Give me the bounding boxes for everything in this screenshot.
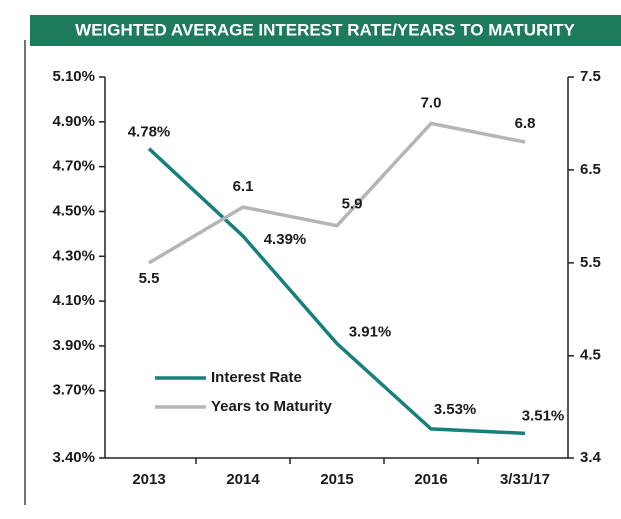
x-tick-label: 2016 bbox=[414, 471, 447, 488]
y2-tick-label: 7.5 bbox=[580, 68, 601, 85]
y-tick-label: 4.70% bbox=[52, 158, 95, 175]
x-tick-label: 3/31/17 bbox=[500, 471, 550, 488]
y-tick-label: 3.90% bbox=[52, 337, 95, 354]
y-tick-label: 4.10% bbox=[52, 292, 95, 309]
data-label: 3.51% bbox=[522, 407, 565, 424]
data-label: 5.5 bbox=[139, 270, 160, 287]
x-tick-label: 2014 bbox=[226, 471, 260, 488]
data-label: 4.78% bbox=[128, 124, 171, 141]
y-tick-label: 4.30% bbox=[52, 247, 95, 264]
data-label: 7.0 bbox=[421, 94, 442, 111]
y-tick-label: 4.50% bbox=[52, 202, 95, 219]
y2-tick-label: 3.4 bbox=[580, 449, 602, 466]
series-line bbox=[147, 147, 526, 436]
y2-tick-label: 5.5 bbox=[580, 254, 601, 271]
legend-label: Interest Rate bbox=[211, 369, 302, 386]
data-label: 6.1 bbox=[233, 178, 254, 195]
series-line bbox=[148, 121, 526, 265]
data-label: 4.39% bbox=[264, 231, 307, 248]
title-banner bbox=[30, 15, 621, 46]
y-tick-label: 4.90% bbox=[52, 113, 95, 130]
legend-label: Years to Maturity bbox=[211, 398, 333, 415]
y-tick-label: 5.10% bbox=[52, 68, 95, 85]
y-tick-label: 3.70% bbox=[52, 382, 95, 399]
x-tick-label: 2015 bbox=[320, 471, 353, 488]
y-tick-label: 3.40% bbox=[52, 449, 95, 466]
y2-tick-label: 4.5 bbox=[580, 347, 601, 364]
x-tick-label: 2013 bbox=[132, 471, 165, 488]
data-label: 5.9 bbox=[342, 196, 363, 213]
data-label: 6.8 bbox=[515, 115, 536, 132]
chart-title: WEIGHTED AVERAGE INTEREST RATE/YEARS TO … bbox=[75, 20, 575, 39]
data-label: 3.53% bbox=[434, 401, 477, 418]
y2-tick-label: 6.5 bbox=[580, 161, 601, 178]
data-label: 3.91% bbox=[349, 324, 392, 341]
